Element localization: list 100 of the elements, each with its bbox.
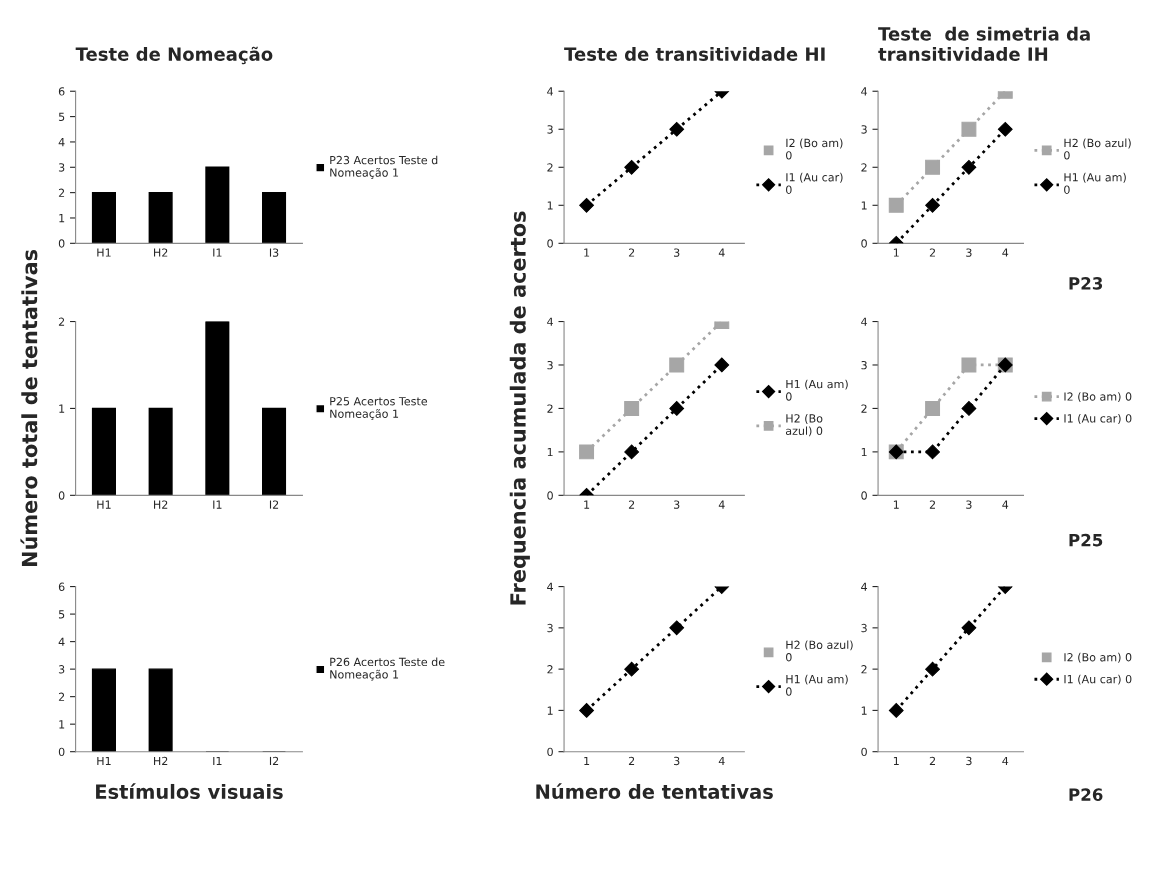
y-tick-label: 1	[861, 201, 867, 210]
legend-label: H2 (Bo azul) 0	[1064, 138, 1131, 160]
y-tick-label: 3	[547, 125, 553, 134]
y-tick-label: 0	[547, 491, 553, 500]
y-tick-label: 3	[547, 360, 553, 370]
x-tick-label: 2	[628, 756, 635, 765]
legend-label: I1 (Au car) 0	[1064, 674, 1132, 685]
x-tick-label: H1	[97, 248, 111, 257]
legend-label: I2 (Bo am) 0	[1064, 392, 1132, 403]
legend-label: P23 Acertos Teste d Nomeação 1	[330, 155, 438, 179]
legend-label: I2 (Bo am) 0	[1064, 652, 1132, 663]
y-tick-label: 0	[861, 747, 867, 757]
y-tick-label: 4	[547, 87, 554, 96]
y-tick-label: 4	[547, 582, 554, 591]
x-tick-label: H2	[154, 756, 168, 765]
y-tick-label: 2	[58, 317, 65, 326]
text: P25	[1069, 533, 1103, 547]
legend-label: H1 (Au am) 0	[786, 379, 848, 401]
x-tick-label: 2	[628, 500, 635, 509]
y-tick-label: 2	[58, 188, 65, 197]
x-tick-label: 1	[584, 248, 590, 257]
y-tick-label: 0	[547, 747, 553, 757]
legend-label: I1 (Au car) 0	[1064, 414, 1132, 424]
y-tick-label: 0	[861, 239, 867, 248]
y-tick-label: 2	[58, 692, 65, 701]
x-tick-label: 4	[1002, 756, 1009, 765]
x-tick-label: I2	[269, 756, 279, 765]
x-tick-label: 1	[893, 500, 899, 509]
y-tick-label: 5	[58, 610, 65, 619]
x-tick-label: 2	[628, 248, 635, 257]
legend-label: I2 (Bo am) 0	[786, 138, 843, 160]
y-axis-title: Frequencia acumulada de acertos	[509, 211, 530, 605]
y-tick-label: 3	[861, 125, 867, 134]
x-tick-label: 1	[584, 500, 590, 509]
y-tick-label: 1	[547, 706, 553, 715]
y-tick-label: 4	[58, 637, 65, 646]
x-tick-label: 4	[1002, 500, 1009, 509]
x-tick-label: 3	[966, 756, 972, 766]
x-tick-label: H2	[154, 248, 168, 257]
y-axis-title: Número total de tentativas	[20, 249, 38, 567]
y-tick-label: 2	[547, 163, 553, 172]
x-tick-label: 1	[893, 248, 899, 257]
text: P26	[1069, 788, 1103, 801]
legend-label: H2 (Bo azul) 0	[786, 640, 853, 662]
y-tick-label: 3	[861, 623, 867, 633]
x-tick-label: I1	[213, 756, 222, 765]
legend-label: H2 (Bo azul) 0	[785, 414, 823, 437]
y-tick-label: 1	[861, 706, 867, 715]
legend-label: H1 (Au am) 0	[1064, 172, 1126, 194]
x-tick-label: 3	[674, 756, 680, 766]
y-tick-label: 2	[547, 665, 553, 674]
x-tick-label: 4	[718, 500, 725, 509]
legend-label: H1 (Au am) 0	[786, 674, 848, 696]
y-tick-label: 4	[58, 138, 65, 147]
x-tick-label: 4	[1002, 248, 1009, 257]
y-tick-label: 1	[59, 404, 65, 413]
y-tick-label: 2	[861, 665, 867, 674]
legend-label: P26 Acertos Teste de Nomeação 1	[330, 657, 445, 681]
chart-title: Teste de simetria da transitividade IH	[878, 26, 1090, 61]
x-tick-label: I1	[213, 500, 222, 509]
x-tick-label: 3	[966, 248, 972, 257]
y-tick-label: 2	[861, 404, 867, 413]
legend-label: P25 Acertos Teste Nomeação 1	[330, 397, 428, 420]
y-tick-label: 0	[861, 491, 867, 500]
y-tick-label: 0	[58, 747, 65, 757]
y-tick-label: 4	[861, 87, 868, 96]
text: P23	[1069, 277, 1103, 290]
x-tick-label: 3	[966, 500, 972, 509]
x-tick-label: I2	[269, 500, 279, 509]
x-tick-label: 3	[674, 500, 680, 509]
x-tick-label: H1	[97, 500, 111, 509]
y-tick-label: 2	[861, 163, 867, 172]
y-tick-label: 1	[59, 720, 65, 729]
y-tick-label: 2	[547, 404, 553, 413]
x-tick-label: 2	[929, 248, 935, 257]
y-tick-label: 3	[861, 360, 867, 370]
x-tick-label: 2	[929, 756, 935, 765]
y-tick-label: 5	[58, 112, 65, 121]
y-tick-label: 0	[547, 239, 553, 248]
x-tick-label: 4	[718, 756, 725, 765]
y-tick-label: 3	[58, 163, 65, 172]
y-tick-label: 3	[58, 665, 65, 674]
y-tick-label: 4	[861, 317, 868, 326]
y-tick-label: 1	[59, 214, 65, 223]
x-tick-label: 4	[718, 248, 725, 257]
x-axis-title: Estímulos visuais	[96, 783, 283, 800]
y-tick-label: 1	[861, 448, 867, 457]
x-tick-label: H1	[97, 756, 111, 765]
x-tick-label: I1	[213, 248, 222, 257]
x-axis-title: Número de tentativas	[536, 783, 773, 800]
y-tick-label: 3	[547, 623, 553, 633]
chart-title: Teste de Nomeação	[75, 46, 273, 65]
y-tick-label: 4	[861, 582, 868, 591]
y-tick-label: 1	[547, 201, 553, 210]
y-tick-label: 6	[58, 87, 65, 96]
legend-label: I1 (Au car) 0	[786, 172, 843, 194]
y-tick-label: 0	[58, 491, 65, 500]
x-tick-label: I3	[269, 248, 279, 257]
y-tick-label: 4	[547, 317, 554, 326]
x-tick-label: 1	[893, 756, 899, 765]
